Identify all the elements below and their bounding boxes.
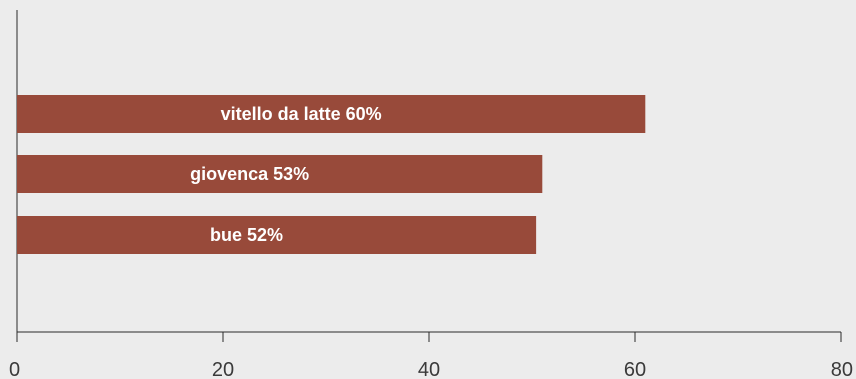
x-tick-label-0: 0 <box>9 359 20 379</box>
bar-1 <box>17 155 543 193</box>
bar-label-2: bue 52% <box>210 225 283 245</box>
bar-label-1: giovenca 53% <box>190 164 309 184</box>
x-tick-label-4: 80 <box>831 359 853 379</box>
bar-2 <box>17 216 537 254</box>
x-tick-label-1: 20 <box>212 359 234 379</box>
bar-label-0: vitello da latte 60% <box>221 104 382 124</box>
x-tick-label-2: 40 <box>418 359 440 379</box>
x-tick-label-3: 60 <box>624 359 646 379</box>
bars: vitello da latte 60% giovenca 53% bue 52% <box>17 95 646 254</box>
bar-0 <box>17 95 646 133</box>
x-axis-ticks: 0 20 40 60 80 <box>9 332 853 379</box>
